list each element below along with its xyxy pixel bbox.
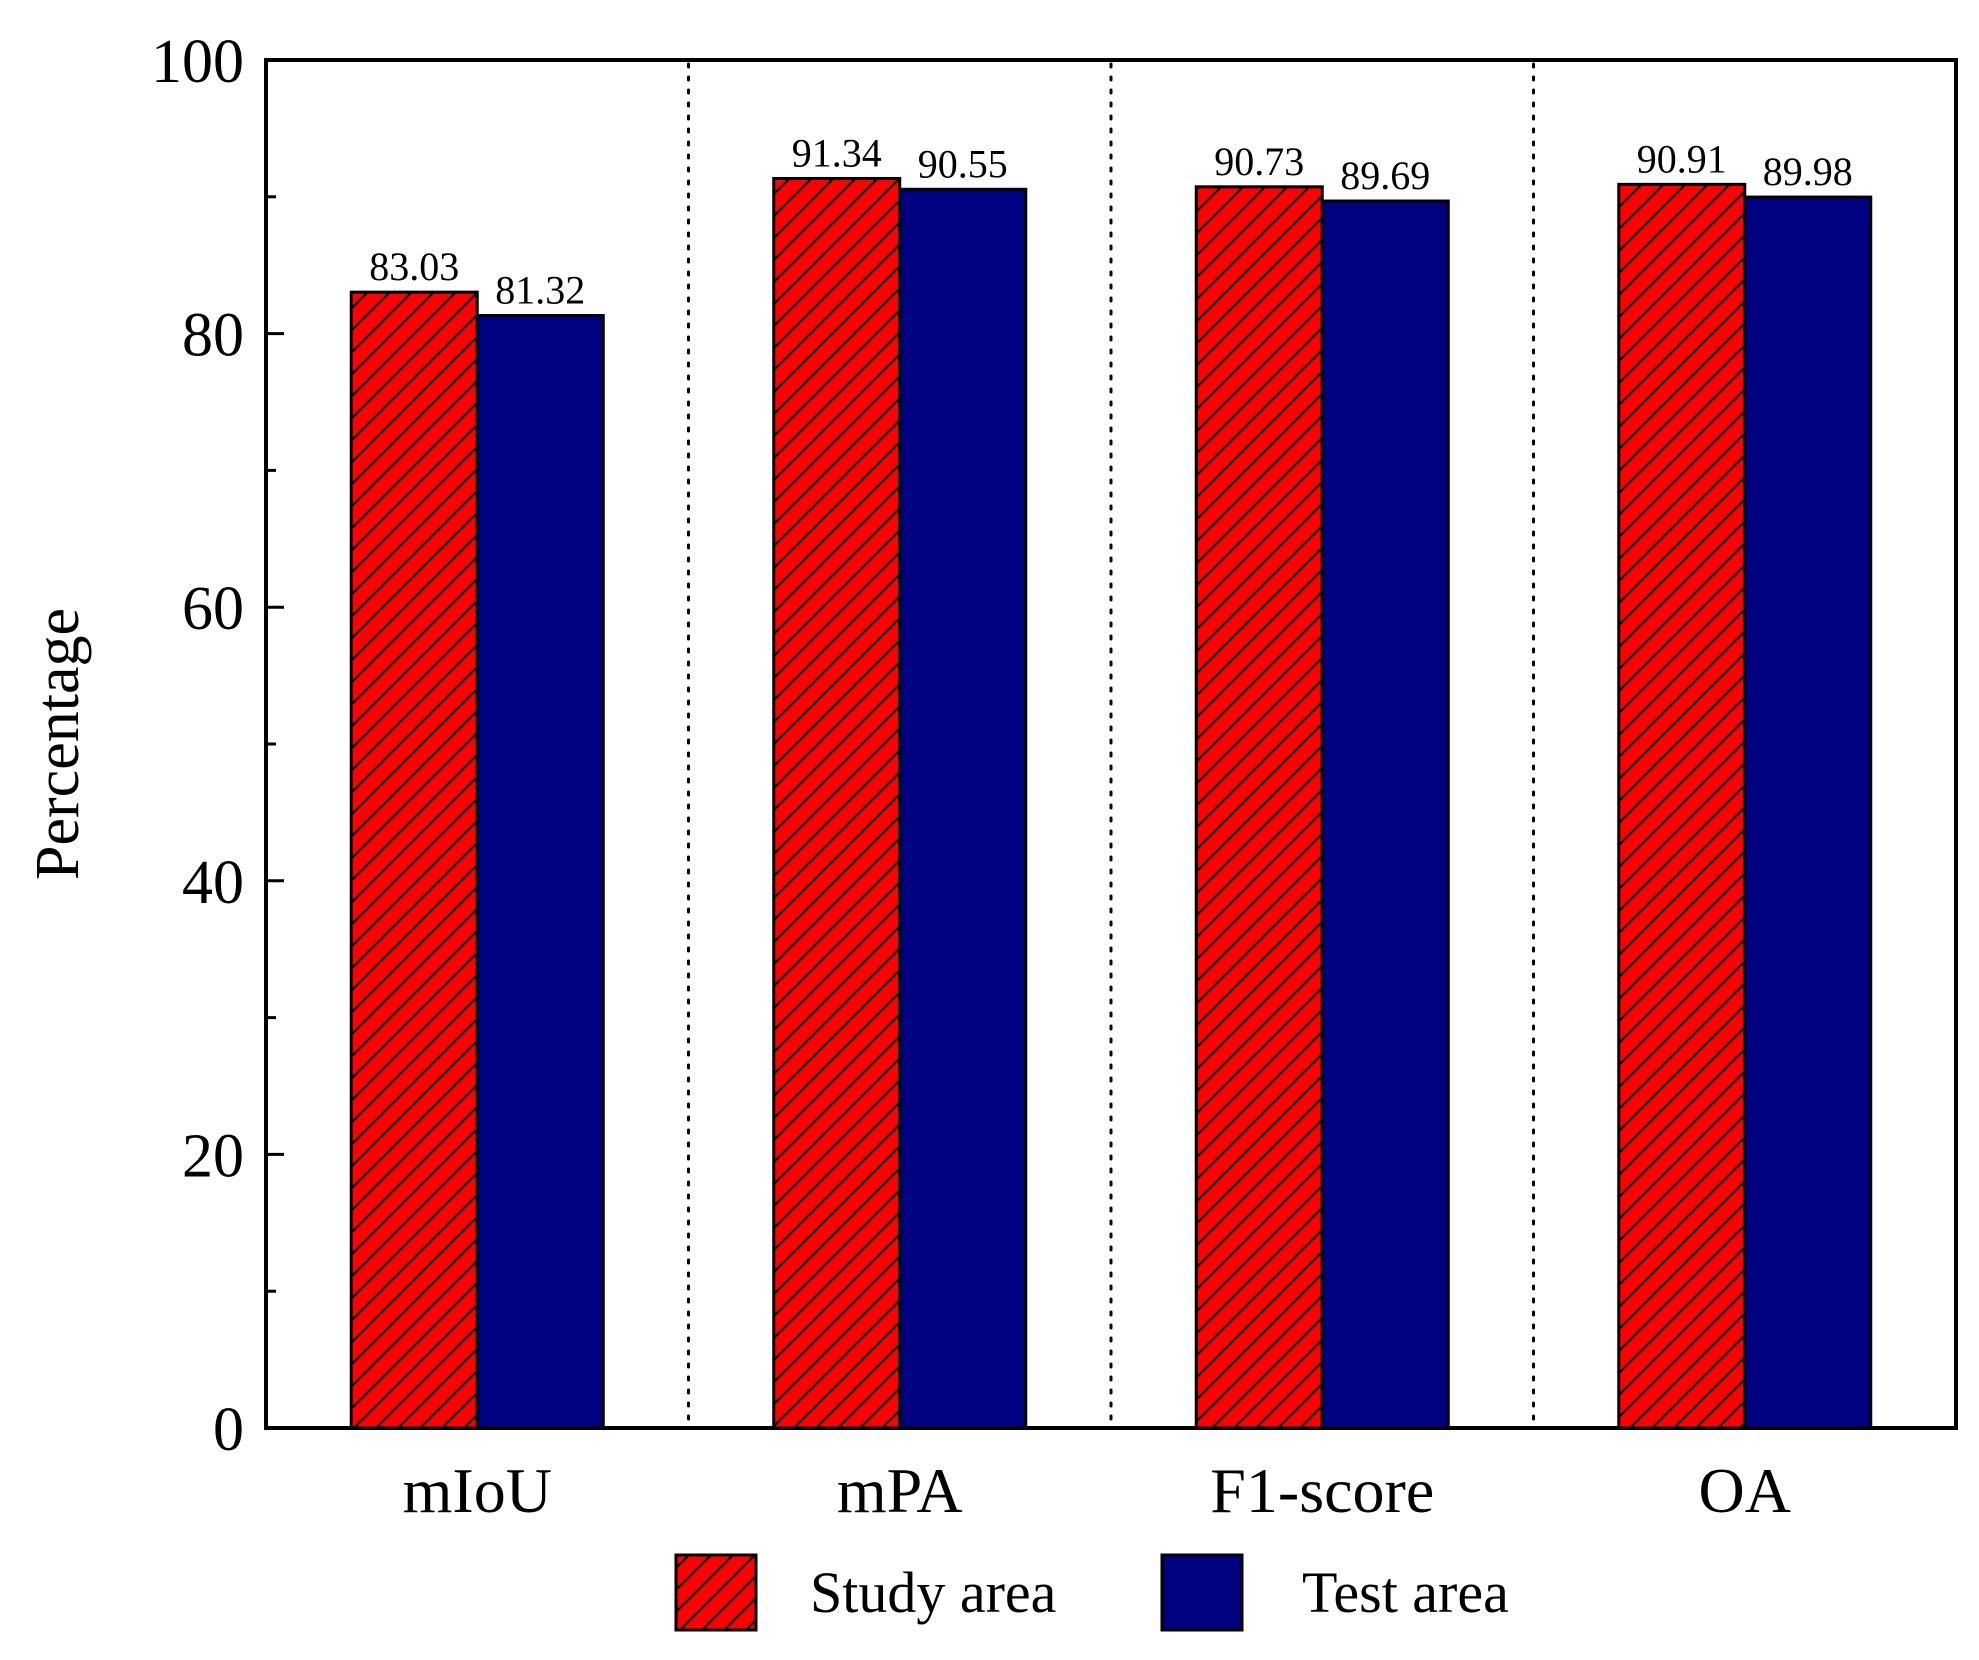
legend-swatch-test-area [1160, 1553, 1244, 1632]
legend-label-test-area: Test area [1302, 1560, 1509, 1625]
x-tick-label-oa: OA [1699, 1455, 1791, 1526]
bar-study-area-mpa [772, 176, 902, 1430]
y-tick-label: 20 [182, 1122, 244, 1190]
bar-test-area-oa [1743, 195, 1873, 1430]
legend-swatch-study-area [674, 1553, 758, 1632]
bar-study-area-f1-score [1194, 185, 1324, 1430]
bar-study-area-miou [349, 290, 479, 1430]
bar-value-label: 90.55 [918, 141, 1008, 186]
y-tick-label: 0 [213, 1396, 244, 1464]
bar-study-area-oa [1617, 182, 1747, 1430]
x-tick-label-mpa: mPA [837, 1455, 963, 1526]
x-tick-label-f1-score: F1-score [1210, 1455, 1434, 1526]
group-separators [687, 62, 1535, 1428]
y-axis-label: Percentage [24, 608, 92, 880]
bar-test-area-f1-score [1320, 199, 1450, 1430]
y-tick-label: 80 [182, 302, 244, 370]
x-axis: mIoU mPA F1-score OA [403, 1412, 1791, 1526]
bar-value-label: 89.98 [1763, 149, 1853, 194]
bar-value-labels: 83.03 81.32 91.34 90.55 90.73 89.69 90.91 89.98 [369, 130, 1853, 312]
y-tick-label: 40 [182, 849, 244, 917]
bar-value-label: 90.73 [1214, 139, 1304, 184]
y-tick-label: 100 [151, 28, 244, 96]
bar-value-label: 89.69 [1340, 153, 1430, 198]
legend-label-study-area: Study area [810, 1560, 1056, 1625]
bar-value-label: 83.03 [369, 244, 459, 289]
bar-test-area-miou [475, 314, 605, 1430]
bar-value-label: 81.32 [495, 268, 585, 313]
x-tick-label-miou: mIoU [403, 1455, 552, 1526]
bar-marks [349, 176, 1873, 1430]
bar-test-area-mpa [898, 187, 1028, 1430]
y-axis: 0 20 40 60 80 100 [151, 28, 284, 1464]
y-tick-label: 60 [182, 575, 244, 643]
bar-value-label: 90.91 [1637, 136, 1727, 181]
bar-value-label: 91.34 [792, 130, 882, 175]
legend: Study area Test area [674, 1553, 1509, 1632]
